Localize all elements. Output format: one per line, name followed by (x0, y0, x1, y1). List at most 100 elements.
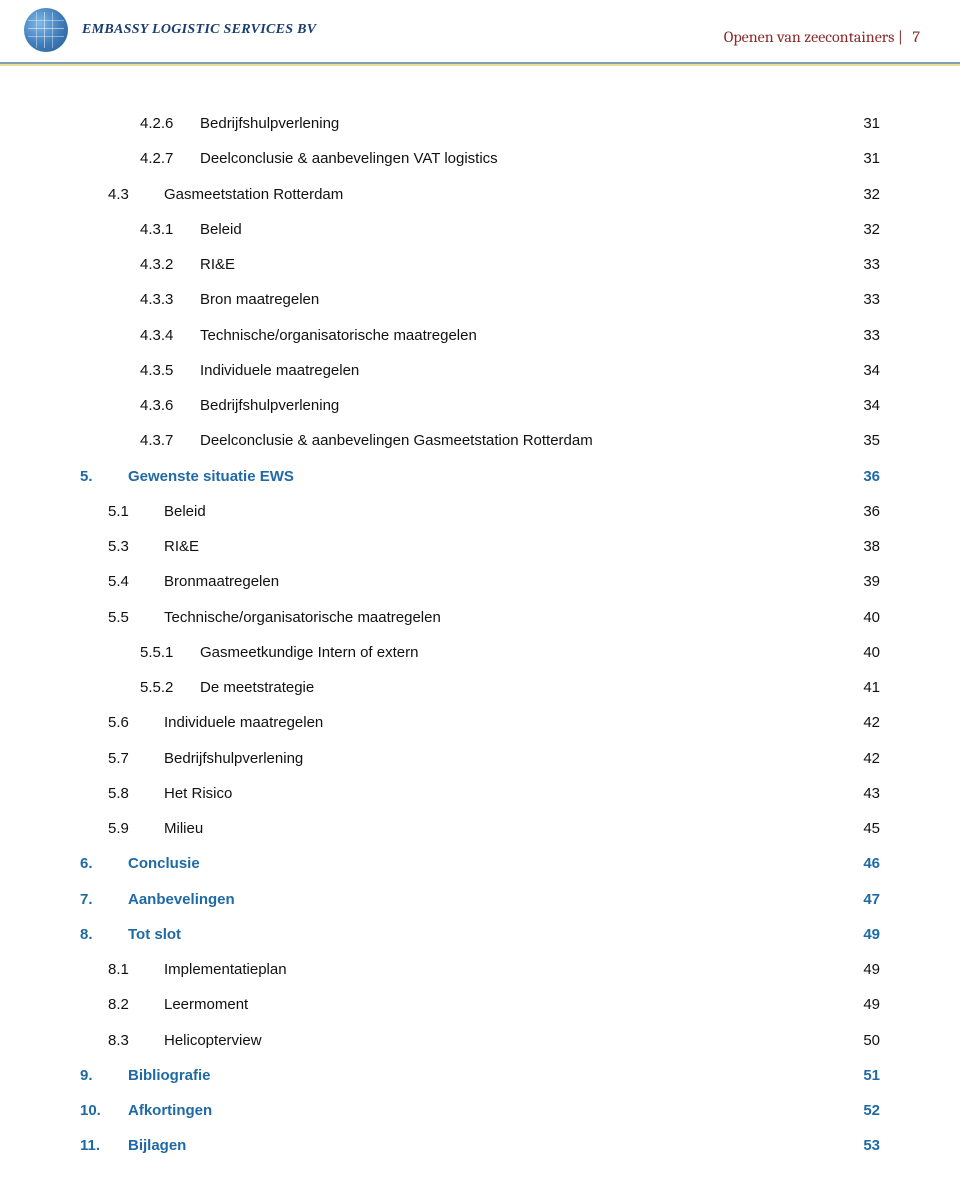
toc-entry[interactable]: 4.3.1Beleid32 (80, 212, 880, 247)
toc-entry[interactable]: 5.5.2De meetstrategie41 (80, 670, 880, 705)
toc-page: 32 (830, 177, 880, 212)
toc-entry[interactable]: 5.Gewenste situatie EWS36 (80, 459, 880, 494)
toc-page: 35 (830, 423, 880, 458)
toc-number: 8.3 (108, 1023, 164, 1058)
toc-entry[interactable]: 5.5Technische/organisatorische maatregel… (80, 600, 880, 635)
toc-title: Technische/organisatorische maatregelen (200, 318, 830, 353)
toc-page: 34 (830, 353, 880, 388)
toc-number: 5.5.2 (140, 670, 200, 705)
toc-page: 42 (830, 705, 880, 740)
toc-page: 49 (830, 917, 880, 952)
toc-title: Individuele maatregelen (164, 705, 830, 740)
toc-entry[interactable]: 11.Bijlagen53 (80, 1128, 880, 1163)
toc-number: 4.3.5 (140, 353, 200, 388)
toc-page: 53 (830, 1128, 880, 1163)
toc-number: 5.1 (108, 494, 164, 529)
toc-entry[interactable]: 5.8Het Risico43 (80, 776, 880, 811)
toc-number: 4.3.4 (140, 318, 200, 353)
toc-title: Bedrijfshulpverlening (200, 106, 830, 141)
toc-entry[interactable]: 4.3Gasmeetstation Rotterdam32 (80, 177, 880, 212)
document-header: EMBASSY LOGISTIC SERVICES BV Openen van … (0, 0, 960, 60)
toc-entry[interactable]: 4.3.3Bron maatregelen33 (80, 282, 880, 317)
toc-entry[interactable]: 7.Aanbevelingen47 (80, 882, 880, 917)
toc-title: RI&E (200, 247, 830, 282)
toc-entry[interactable]: 5.7Bedrijfshulpverlening42 (80, 741, 880, 776)
toc-page: 42 (830, 741, 880, 776)
toc-entry[interactable]: 8.2Leermoment49 (80, 987, 880, 1022)
toc-page: 49 (830, 987, 880, 1022)
toc-page: 40 (830, 600, 880, 635)
toc-entry[interactable]: 5.3RI&E38 (80, 529, 880, 564)
toc-number: 5.5 (108, 600, 164, 635)
toc-page: 36 (830, 494, 880, 529)
toc-entry[interactable]: 8.Tot slot49 (80, 917, 880, 952)
toc-title: Helicopterview (164, 1023, 830, 1058)
toc-entry[interactable]: 4.3.6Bedrijfshulpverlening34 (80, 388, 880, 423)
toc-number: 8. (80, 917, 128, 952)
toc-entry[interactable]: 4.3.7Deelconclusie & aanbevelingen Gasme… (80, 423, 880, 458)
page-number: 7 (912, 28, 920, 46)
toc-page: 52 (830, 1093, 880, 1128)
toc-number: 5.4 (108, 564, 164, 599)
toc-number: 5.9 (108, 811, 164, 846)
toc-entry[interactable]: 4.3.4Technische/organisatorische maatreg… (80, 318, 880, 353)
toc-title: Individuele maatregelen (200, 353, 830, 388)
toc-title: Gewenste situatie EWS (128, 459, 830, 494)
toc-page: 36 (830, 459, 880, 494)
toc-title: Afkortingen (128, 1093, 830, 1128)
toc-entry[interactable]: 4.3.5Individuele maatregelen34 (80, 353, 880, 388)
toc-number: 4.3.3 (140, 282, 200, 317)
toc-number: 4.3.7 (140, 423, 200, 458)
toc-number: 5.5.1 (140, 635, 200, 670)
toc-page: 33 (830, 282, 880, 317)
toc-page: 31 (830, 106, 880, 141)
toc-title: Technische/organisatorische maatregelen (164, 600, 830, 635)
toc-entry[interactable]: 6.Conclusie46 (80, 846, 880, 881)
toc-entry[interactable]: 4.2.7Deelconclusie & aanbevelingen VAT l… (80, 141, 880, 176)
toc-number: 8.2 (108, 987, 164, 1022)
toc-number: 11. (80, 1128, 128, 1163)
toc-entry[interactable]: 5.6Individuele maatregelen42 (80, 705, 880, 740)
divider: | (898, 28, 907, 46)
toc-title: Bronmaatregelen (164, 564, 830, 599)
toc-page: 46 (830, 846, 880, 881)
toc-page: 34 (830, 388, 880, 423)
toc-page: 39 (830, 564, 880, 599)
toc-title: Bedrijfshulpverlening (200, 388, 830, 423)
toc-title: Tot slot (128, 917, 830, 952)
toc-number: 4.3.1 (140, 212, 200, 247)
toc-number: 4.3.6 (140, 388, 200, 423)
toc-page: 40 (830, 635, 880, 670)
doc-title: Openen van zeecontainers (724, 28, 895, 46)
toc-title: Gasmeetstation Rotterdam (164, 177, 830, 212)
toc-number: 5. (80, 459, 128, 494)
company-name: EMBASSY LOGISTIC SERVICES BV (82, 22, 316, 38)
toc-entry[interactable]: 4.3.2RI&E33 (80, 247, 880, 282)
toc-entry[interactable]: 5.9Milieu45 (80, 811, 880, 846)
toc-entry[interactable]: 5.5.1Gasmeetkundige Intern of extern40 (80, 635, 880, 670)
toc-number: 5.8 (108, 776, 164, 811)
toc-entry[interactable]: 10.Afkortingen52 (80, 1093, 880, 1128)
toc-entry[interactable]: 9.Bibliografie51 (80, 1058, 880, 1093)
toc-page: 38 (830, 529, 880, 564)
toc-title: Deelconclusie & aanbevelingen VAT logist… (200, 141, 830, 176)
toc-number: 10. (80, 1093, 128, 1128)
toc-title: Het Risico (164, 776, 830, 811)
toc-entry[interactable]: 5.4Bronmaatregelen39 (80, 564, 880, 599)
toc-page: 45 (830, 811, 880, 846)
header-rule (0, 62, 960, 66)
toc-entry[interactable]: 4.2.6Bedrijfshulpverlening31 (80, 106, 880, 141)
toc-number: 4.2.6 (140, 106, 200, 141)
toc-entry[interactable]: 5.1Beleid36 (80, 494, 880, 529)
toc-title: Beleid (200, 212, 830, 247)
toc-page: 51 (830, 1058, 880, 1093)
toc-number: 4.2.7 (140, 141, 200, 176)
toc-title: Beleid (164, 494, 830, 529)
toc-title: Leermoment (164, 987, 830, 1022)
toc-page: 49 (830, 952, 880, 987)
toc-entry[interactable]: 8.1Implementatieplan49 (80, 952, 880, 987)
globe-icon (24, 8, 68, 52)
toc-entry[interactable]: 8.3Helicopterview50 (80, 1023, 880, 1058)
toc-number: 6. (80, 846, 128, 881)
toc-title: Gasmeetkundige Intern of extern (200, 635, 830, 670)
